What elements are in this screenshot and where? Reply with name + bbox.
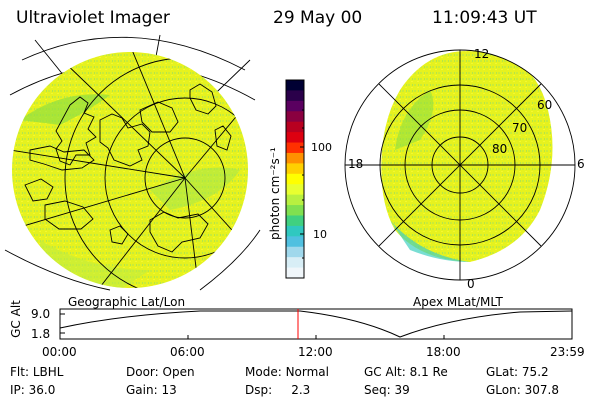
- time-tick-0000: 00:00: [42, 345, 77, 359]
- info-mode: Mode: Normal: [245, 365, 329, 379]
- mlat-label-60: 60: [537, 98, 553, 112]
- geo-green-patch: [20, 94, 110, 125]
- mlat-label-80: 80: [492, 142, 508, 156]
- colorbar-cell: [286, 173, 304, 185]
- colorbar-tick-100: 100: [311, 141, 332, 154]
- info-seq: Seq: 39: [364, 383, 410, 397]
- info-ip: IP: 36.0: [10, 383, 56, 397]
- apex-emission-oval: [381, 51, 553, 262]
- apex-green-patch: [395, 90, 434, 150]
- info-glat: GLat: 75.2: [486, 365, 549, 379]
- time-tick-1800: 18:00: [426, 345, 461, 359]
- colorbar-cell: [286, 225, 304, 237]
- colorbar-cell: [286, 152, 304, 164]
- info-dsp: Dsp: 2.3: [245, 383, 311, 397]
- info-flt: Flt: LBHL: [10, 365, 64, 379]
- alt-tick-1-8: 1.8: [31, 327, 51, 341]
- colorbar-cell: [286, 215, 304, 227]
- info-gc-alt: GC Alt: 8.1 Re: [364, 365, 448, 379]
- mlt-label-12: 12: [474, 47, 490, 61]
- mlt-label-18: 18: [348, 157, 364, 171]
- date-label: 29 May 00: [273, 8, 363, 28]
- colorbar-cell: [286, 184, 304, 196]
- alt-tick-9: 9.0: [31, 307, 51, 321]
- geographic-caption: Geographic Lat/Lon: [68, 295, 186, 309]
- colorbar-cell: [286, 80, 304, 91]
- colorbar-cell: [286, 236, 304, 248]
- info-glon: GLon: 307.8: [486, 383, 559, 397]
- colorbar-cell: [286, 142, 304, 154]
- apex-grid: [344, 49, 576, 281]
- mlat-label-70: 70: [512, 121, 528, 135]
- mlt-label-6: 6: [577, 157, 585, 171]
- altitude-strip: [59, 308, 573, 340]
- time-tick-2359: 23:59: [550, 345, 585, 359]
- colorbar-cell: [286, 90, 304, 102]
- colorbar-cell: [286, 246, 304, 258]
- colorbar-cell: [286, 132, 304, 144]
- colorbar-cell: [286, 194, 304, 206]
- time-label: 11:09:43 UT: [432, 8, 537, 28]
- info-gain: Gain: 13: [126, 383, 177, 397]
- colorbar-cell: [286, 100, 304, 112]
- colorbar-tick-10: 10: [313, 228, 327, 241]
- coastlines: [24, 83, 232, 253]
- colorbar-cell: [286, 163, 304, 175]
- apex-cyan-edge: [390, 220, 470, 262]
- info-door: Door: Open: [126, 365, 195, 379]
- gc-alt-axis-label: GC Alt: [9, 300, 23, 338]
- colorbar-cell: [286, 257, 304, 269]
- apex-caption: Apex MLat/MLT: [413, 295, 503, 309]
- time-tick-0600: 06:00: [170, 345, 205, 359]
- altitude-curve: [59, 310, 573, 338]
- colorbar-cell: [286, 267, 304, 279]
- colorbar-cell: [286, 121, 304, 133]
- mlt-label-0: 0: [467, 277, 475, 291]
- instrument-title: Ultraviolet Imager: [16, 8, 170, 28]
- colorbar-unit-label: photon cm⁻²s⁻¹: [268, 147, 282, 240]
- time-tick-1200: 12:00: [298, 345, 333, 359]
- geographic-panel: [4, 34, 261, 291]
- colorbar-cell: [286, 111, 304, 123]
- colorbar-cell: [286, 205, 304, 216]
- colorbar: 100 10 photon cm⁻²s⁻¹: [268, 79, 332, 279]
- apex-panel: [344, 49, 576, 281]
